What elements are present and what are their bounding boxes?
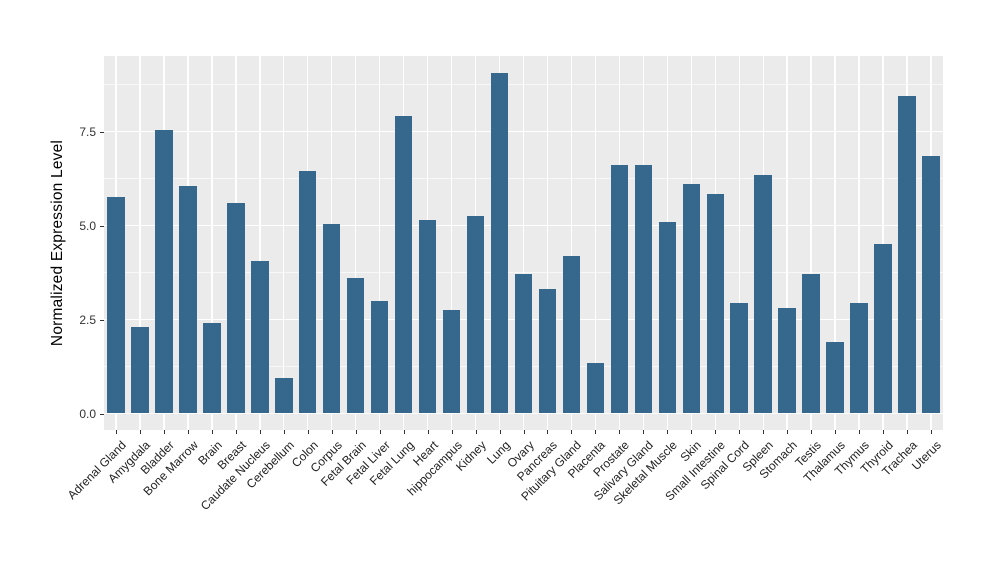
x-tick-mark: [379, 430, 381, 434]
bar-fetal-liver: [370, 300, 389, 414]
bar-heart: [418, 219, 437, 414]
bar-amygdala: [131, 327, 149, 414]
x-tick-mark: [403, 430, 405, 434]
y-axis-title-text: Normalized Expression Level: [49, 139, 67, 347]
y-tick-label: 5.0: [79, 218, 96, 233]
x-tick-mark: [211, 430, 213, 434]
y-axis-title: Normalized Expression Level: [46, 56, 70, 430]
bar-cerebellum: [275, 377, 293, 414]
x-tick-mark: [787, 430, 789, 434]
bar-kidney: [466, 216, 485, 414]
x-tick-mark: [667, 430, 669, 434]
y-tick-mark: [100, 413, 104, 415]
x-tick-mark: [931, 430, 932, 434]
x-tick-mark: [595, 430, 597, 434]
x-tick-mark: [643, 430, 645, 434]
x-tick-mark: [355, 430, 357, 434]
bar-thalamus: [826, 342, 844, 414]
y-tick-label: 0.0: [79, 406, 96, 421]
bar-fetal-brain: [346, 278, 365, 414]
y-tick-label: 7.5: [79, 124, 96, 139]
x-tick-mark: [763, 430, 765, 434]
x-tick-mark: [499, 430, 501, 434]
x-tick-mark: [427, 430, 429, 434]
x-tick-mark: [835, 430, 837, 434]
bar-hippocampus: [442, 310, 461, 414]
plot-panel: [104, 56, 943, 430]
vertical-gridline: [139, 56, 141, 430]
x-tick-mark: [283, 430, 285, 434]
vertical-gridline: [450, 56, 453, 430]
x-tick-mark: [235, 430, 237, 434]
bar-pancreas: [538, 289, 557, 414]
bar-corpus: [322, 223, 341, 414]
bar-pituitary-gland: [562, 255, 581, 414]
x-tick-mark: [163, 430, 165, 434]
bar-skeletal-muscle: [658, 221, 677, 414]
bar-stomach: [778, 308, 796, 414]
bar-colon: [299, 170, 317, 414]
vertical-gridline: [283, 56, 285, 430]
x-tick-mark: [739, 430, 741, 434]
vertical-gridline: [810, 56, 812, 430]
vertical-gridline: [858, 56, 860, 430]
bar-brain: [203, 323, 221, 414]
bar-prostate: [610, 165, 629, 414]
x-tick-mark: [307, 430, 309, 434]
x-tick-mark: [331, 430, 333, 434]
x-tick-mark: [115, 430, 117, 434]
x-tick-mark: [451, 430, 453, 434]
x-tick-mark: [571, 430, 573, 434]
x-tick-mark: [475, 430, 477, 434]
x-tick-mark: [859, 430, 861, 434]
x-tick-mark: [139, 430, 141, 434]
bar-bladder: [155, 129, 173, 414]
vertical-gridline: [259, 56, 261, 430]
x-tick-mark: [523, 430, 525, 434]
x-tick-mark: [259, 430, 261, 434]
bar-small-intestine: [706, 193, 724, 414]
y-tick-mark: [100, 319, 104, 321]
bar-placenta: [586, 362, 605, 414]
bar-bone-marrow: [179, 186, 197, 414]
vertical-gridline: [570, 56, 573, 430]
x-tick-mark: [547, 430, 549, 434]
y-tick-mark: [100, 131, 104, 133]
y-tick-mark: [100, 225, 104, 227]
y-tick-label: 2.5: [79, 312, 96, 327]
bar-thyroid: [874, 244, 892, 414]
x-tick-mark: [715, 430, 717, 434]
bar-lung: [490, 73, 509, 414]
bar-salivary-gland: [634, 165, 653, 414]
bar-ovary: [514, 274, 533, 414]
bar-testis: [802, 274, 820, 414]
bar-thymus: [850, 302, 868, 414]
x-tick-mark: [883, 430, 885, 434]
vertical-gridline: [882, 56, 884, 430]
vertical-gridline: [355, 56, 357, 430]
vertical-gridline: [546, 56, 549, 430]
vertical-gridline: [834, 56, 836, 430]
x-tick-mark: [907, 430, 909, 434]
vertical-gridline: [594, 56, 597, 430]
vertical-gridline: [522, 56, 525, 430]
x-tick-mark: [811, 430, 813, 434]
vertical-gridline: [211, 56, 213, 430]
bar-trachea: [898, 95, 916, 414]
bar-adrenal-gland: [107, 197, 125, 414]
bar-uterus: [922, 155, 940, 414]
vertical-gridline: [738, 56, 740, 430]
bar-breast: [227, 202, 245, 414]
x-tick-mark: [619, 430, 621, 434]
bar-spinal-cord: [730, 302, 748, 414]
vertical-gridline: [378, 56, 381, 430]
bar-skin: [682, 184, 701, 414]
bar-fetal-lung: [394, 116, 413, 414]
x-tick-mark: [691, 430, 693, 434]
bar-caudate-nucleus: [251, 261, 269, 414]
x-tick-mark: [187, 430, 189, 434]
vertical-gridline: [786, 56, 788, 430]
bar-spleen: [754, 174, 772, 414]
